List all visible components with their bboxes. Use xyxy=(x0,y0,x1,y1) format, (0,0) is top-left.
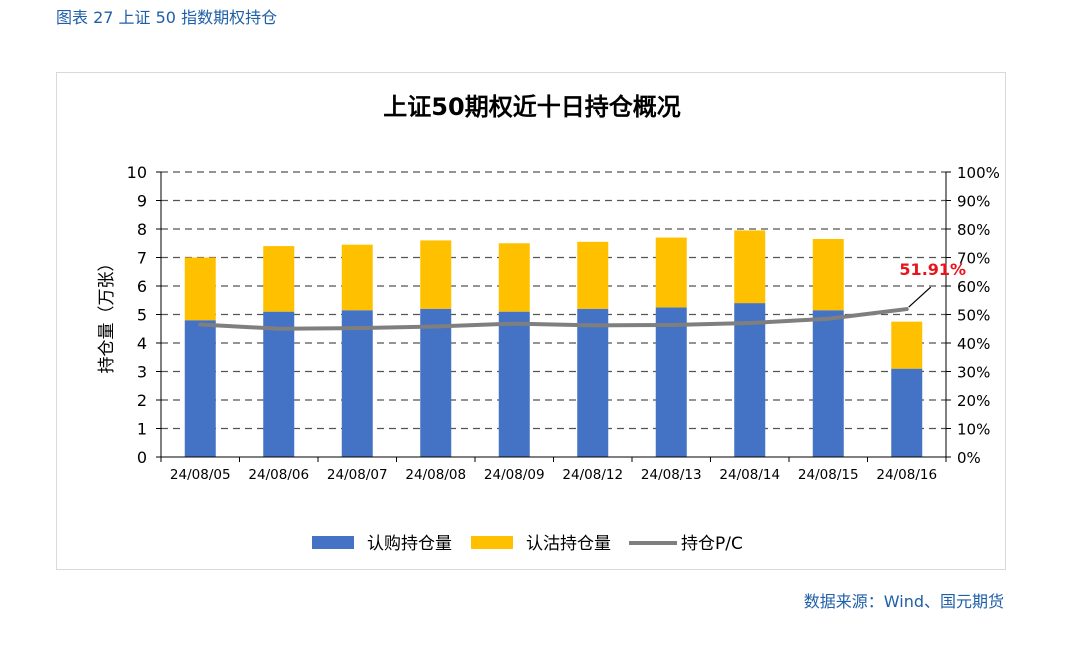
y-tick-label-right: 60% xyxy=(957,278,990,296)
axes xyxy=(156,171,951,462)
chart-svg: 上证50期权近十日持仓概况 0123456789100%10%20%30%40%… xyxy=(97,93,1000,554)
x-tick-label: 24/08/07 xyxy=(327,467,388,483)
x-tick-label: 24/08/09 xyxy=(484,467,545,483)
y-tick-label-right: 100% xyxy=(957,164,1000,182)
y-tick-label-left: 1 xyxy=(137,420,147,439)
legend-label-call: 认购持仓量 xyxy=(367,534,452,554)
legend-label-put: 认沽持仓量 xyxy=(526,534,611,554)
x-tick-label: 24/08/13 xyxy=(641,467,702,483)
y-tick-label-left: 3 xyxy=(137,363,147,382)
bar-call xyxy=(577,308,609,457)
bar-call xyxy=(734,303,766,457)
y-axis-label: 持仓量（万张） xyxy=(97,255,117,374)
pc-line xyxy=(198,307,909,331)
x-tick-label: 24/08/15 xyxy=(798,467,859,483)
y-tick-label-right: 80% xyxy=(957,221,990,239)
bars xyxy=(184,230,923,457)
y-tick-label-left: 7 xyxy=(137,249,147,268)
bar-call xyxy=(655,307,687,457)
bar-call xyxy=(184,320,216,457)
legend-swatch-put xyxy=(471,536,513,549)
tick-labels: 0123456789100%10%20%30%40%50%60%70%80%90… xyxy=(127,163,1000,483)
legend-label-pc: 持仓P/C xyxy=(681,534,743,554)
legend: 认购持仓量 认沽持仓量 持仓P/C xyxy=(312,534,743,554)
chart-title: 上证50期权近十日持仓概况 xyxy=(383,93,680,121)
bar-put xyxy=(420,240,452,309)
bar-put xyxy=(341,244,373,311)
bar-call xyxy=(812,310,844,457)
y-tick-label-right: 30% xyxy=(957,364,990,382)
bar-call xyxy=(341,310,373,457)
annotation-leader xyxy=(908,286,932,308)
x-tick-label: 24/08/08 xyxy=(405,467,466,483)
bar-call xyxy=(498,311,530,457)
x-tick-label: 24/08/16 xyxy=(876,467,937,483)
y-tick-label-left: 8 xyxy=(137,220,147,239)
y-tick-label-right: 70% xyxy=(957,250,990,268)
y-tick-label-left: 5 xyxy=(137,306,147,325)
bar-put xyxy=(734,230,766,304)
x-tick-label: 24/08/05 xyxy=(170,467,231,483)
y-tick-label-right: 10% xyxy=(957,421,990,439)
legend-swatch-call xyxy=(312,536,354,549)
x-tick-label: 24/08/12 xyxy=(562,467,623,483)
source-note: 数据来源：Wind、国元期货 xyxy=(803,592,1004,611)
y-tick-label-left: 9 xyxy=(137,192,147,211)
bar-put xyxy=(263,246,295,312)
y-tick-label-right: 90% xyxy=(957,193,990,211)
y-tick-label-right: 50% xyxy=(957,307,990,325)
y-tick-label-left: 0 xyxy=(137,448,147,467)
chart-frame: 上证50期权近十日持仓概况 0 1 2 3 4 5 6 7 8 9 10 0% 10% 20% 30% 40%… xyxy=(56,72,1006,570)
pc-series-line xyxy=(198,307,909,331)
y-tick-label-left: 10 xyxy=(127,163,147,182)
y-tick-label-left: 4 xyxy=(137,334,147,353)
y-tick-label-left: 6 xyxy=(137,277,147,296)
bar-call xyxy=(420,308,452,457)
bar-put xyxy=(891,321,923,369)
bar-put xyxy=(498,243,530,312)
figure-caption: 图表 27 上证 50 指数期权持仓 xyxy=(56,8,278,27)
y-tick-label-left: 2 xyxy=(137,391,147,410)
y-tick-label-right: 20% xyxy=(957,392,990,410)
x-tick-label: 24/08/14 xyxy=(719,467,780,483)
bar-put xyxy=(184,257,216,321)
bar-put xyxy=(577,241,609,309)
y-tick-label-right: 0% xyxy=(957,449,981,467)
bar-call xyxy=(891,368,923,457)
annotation: 51.91% xyxy=(899,260,966,308)
bar-put xyxy=(812,238,844,311)
annotation-label: 51.91% xyxy=(899,260,966,279)
x-tick-label: 24/08/06 xyxy=(248,467,309,483)
bar-put xyxy=(655,237,687,308)
bar-call xyxy=(263,311,295,457)
y-tick-label-right: 40% xyxy=(957,335,990,353)
